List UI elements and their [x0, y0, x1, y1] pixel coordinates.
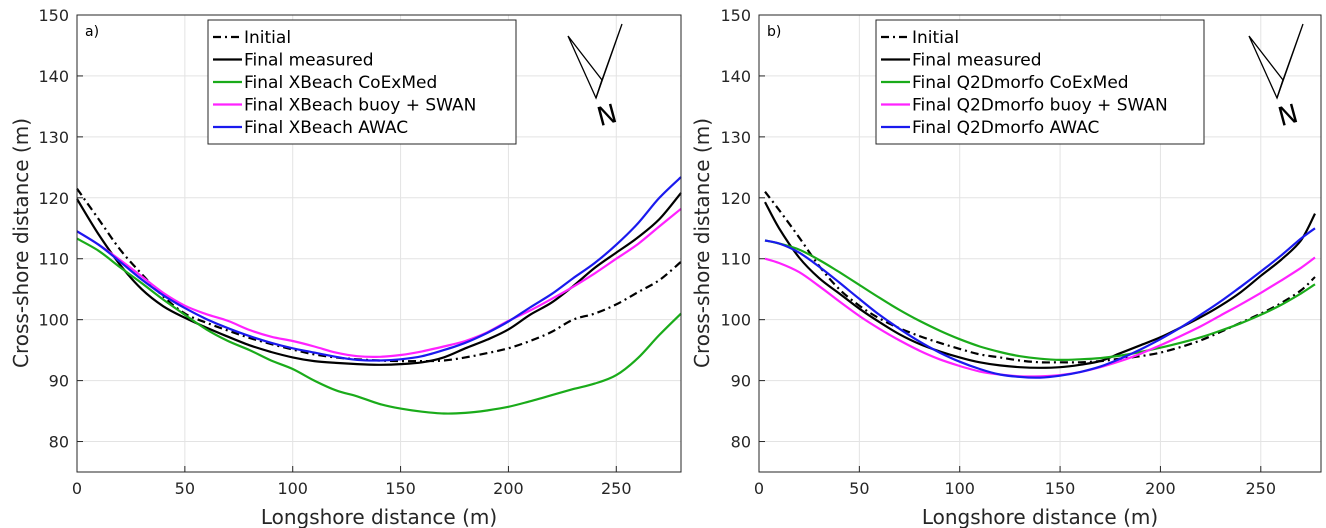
panel-b-xlabel: Longshore distance (m) [922, 505, 1158, 528]
y-tick-label: 130 [38, 128, 69, 147]
panel-a-ticks: 0 50 100 150 200 250 80 90 100 110 120 130 140 150 [38, 6, 631, 498]
legend-label-initial: Initial [244, 28, 291, 48]
y-tick-label: 110 [38, 250, 69, 269]
panel-a-lines [76, 176, 682, 415]
panel-b: 0 50 100 150 200 250 80 90 100 110 120 130 140 150 b)… [690, 6, 1322, 528]
north-arrow-icon: N [1248, 23, 1304, 133]
legend-label-final-xbeach-awac: Final XBeach AWAC [244, 118, 408, 138]
legend-label-final-measured: Final measured [912, 51, 1042, 71]
y-tick-label: 120 [38, 189, 69, 208]
panel-b-ticks: 0 50 100 150 200 250 80 90 100 110 120 130 140 150 [720, 6, 1276, 498]
legend-label-final-xbeach-buoy-swan: Final XBeach buoy + SWAN [244, 96, 476, 116]
y-tick-label: 120 [720, 189, 751, 208]
series-line-final-xbeach-awac [76, 176, 682, 362]
panel-b-axes-box [758, 14, 1322, 473]
series-line-final-q2dmorfo-awac [764, 227, 1316, 379]
north-arrow-label: N [1275, 99, 1302, 133]
y-tick-label: 90 [731, 372, 751, 391]
x-tick-label: 50 [849, 479, 869, 498]
y-tick-label: 90 [49, 372, 69, 391]
panel-a-xlabel: Longshore distance (m) [261, 505, 497, 528]
panel-a-legend-box [207, 19, 517, 145]
y-tick-label: 130 [720, 128, 751, 147]
series-line-final-measured [764, 201, 1316, 369]
x-tick-label: 150 [385, 479, 416, 498]
x-tick-label: 100 [944, 479, 975, 498]
x-tick-label: 200 [1145, 479, 1176, 498]
north-arrow-icon: N [567, 23, 623, 133]
y-tick-label: 80 [731, 433, 751, 452]
legend-label-final-xbeach-coexmed: Final XBeach CoExMed [244, 73, 437, 93]
y-tick-label: 100 [38, 311, 69, 330]
panel-a: 0 50 100 150 200 250 80 90 100 110 120 130 140 150 a)… [9, 6, 682, 528]
x-tick-label: 50 [175, 479, 195, 498]
y-tick-label: 80 [49, 433, 69, 452]
series-line-final-measured [76, 192, 682, 366]
y-tick-label: 110 [720, 250, 751, 269]
panel-a-ylabel: Cross-shore distance (m) [9, 118, 33, 368]
y-tick-label: 150 [38, 6, 69, 25]
series-line-final-q2dmorfo-buoy-swan [764, 256, 1316, 378]
y-tick-label: 150 [720, 6, 751, 25]
legend-label-final-q2dmorfo-awac: Final Q2Dmorfo AWAC [912, 118, 1099, 138]
series-line-final-xbeach-buoy-swan [76, 207, 682, 358]
legend-label-final-q2dmorfo-buoy-swan: Final Q2Dmorfo buoy + SWAN [912, 96, 1168, 116]
x-tick-label: 250 [601, 479, 632, 498]
panel-a-axes-box [76, 14, 682, 473]
x-tick-label: 150 [1045, 479, 1076, 498]
panel-b-legend-box [875, 19, 1205, 145]
legend-label-final-q2dmorfo-coexmed: Final Q2Dmorfo CoExMed [912, 73, 1129, 93]
panel-b-lines [764, 191, 1316, 379]
y-tick-label: 100 [720, 311, 751, 330]
series-line-final-xbeach-coexmed [76, 237, 682, 415]
panel-b-ylabel: Cross-shore distance (m) [690, 118, 714, 368]
panel-b-label: b) [767, 24, 781, 40]
x-tick-label: 0 [754, 479, 764, 498]
y-tick-label: 140 [720, 67, 751, 86]
legend-label-final-measured: Final measured [244, 51, 374, 71]
panel-a-label: a) [85, 24, 99, 40]
y-tick-label: 140 [38, 67, 69, 86]
series-line-final-q2dmorfo-coexmed [764, 239, 1316, 362]
x-tick-label: 200 [493, 479, 524, 498]
x-tick-label: 100 [277, 479, 308, 498]
legend-label-initial: Initial [912, 28, 959, 48]
x-tick-label: 0 [72, 479, 82, 498]
x-tick-label: 250 [1246, 479, 1277, 498]
